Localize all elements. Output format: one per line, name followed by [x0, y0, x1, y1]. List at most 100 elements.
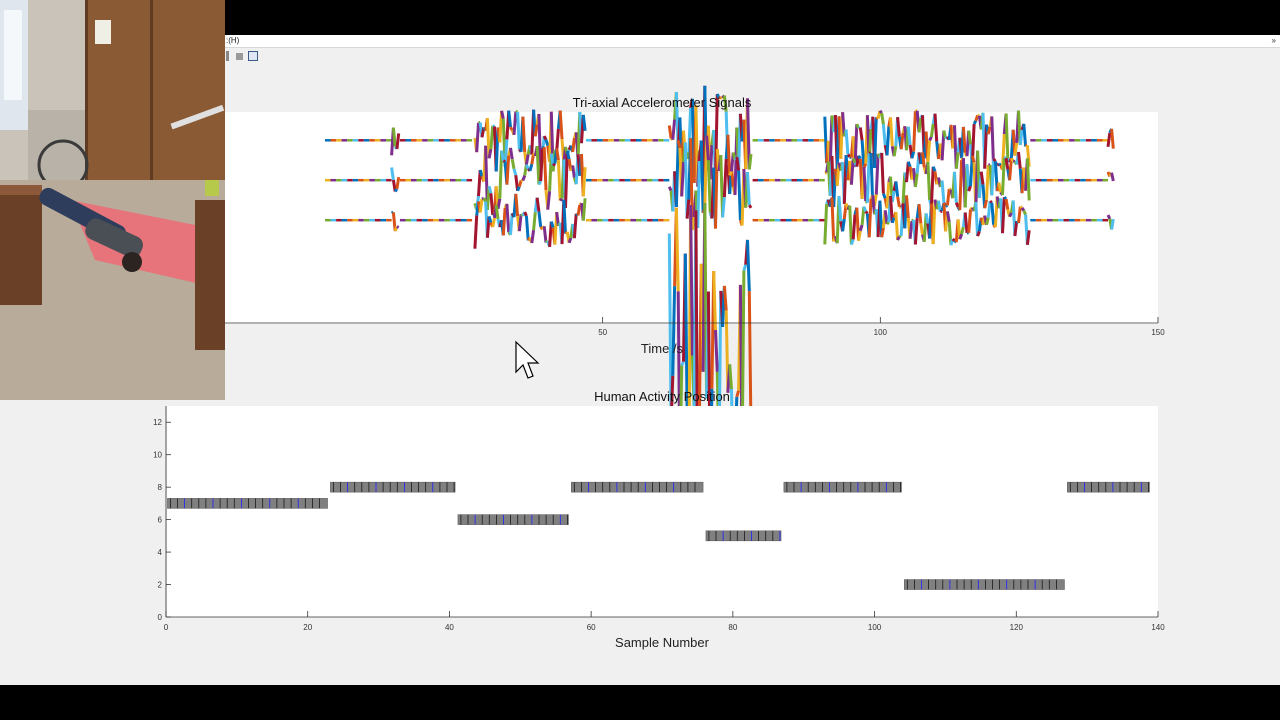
accelerometer-series-y-segment	[565, 150, 571, 160]
accelerometer-series-z-segment	[478, 198, 484, 213]
accelerometer-series-z-segment	[1020, 206, 1026, 212]
accelerometer-series-z-segment	[960, 226, 965, 235]
accelerometer-series-x-segment	[974, 114, 980, 122]
accelerometer-series-x-segment	[500, 110, 505, 120]
accelerometer-series-y-segment	[1025, 158, 1031, 201]
accelerometer-series-x-segment	[715, 93, 721, 99]
accelerometer-series-z-segment	[917, 204, 923, 224]
activity-x-tick-label: 80	[728, 623, 737, 632]
accelerometer-series-y-segment	[546, 191, 552, 210]
accelerometer-series-x-segment	[720, 95, 724, 100]
accelerometer-series-y-segment	[498, 150, 504, 199]
accelerometer-series-z-segment	[1025, 230, 1031, 245]
accelerometer-series-y-segment	[393, 188, 399, 193]
activity-x-tick-label: 120	[1010, 623, 1024, 632]
activity-level-segment	[783, 481, 902, 493]
accelerometer-series-z-segment	[567, 237, 573, 244]
accelerometer-series-z-segment	[862, 206, 868, 212]
activity-level-bar	[1067, 481, 1150, 493]
accelerometer-series-x-segment	[512, 111, 518, 136]
accelerometer-series-z-segment	[481, 196, 485, 201]
activity-y-tick-label: 8	[158, 483, 163, 492]
accelerometer-series-y-segment	[958, 160, 964, 211]
accelerometer-series-y-segment	[706, 160, 712, 213]
accelerometer-series-x-segment	[967, 130, 972, 145]
activity-x-tick-label: 0	[164, 623, 169, 632]
menu-bar: :(H) »	[0, 35, 1280, 48]
figure-canvas: 50 100 150 Tri-axial Accelerometer Signals…	[153, 85, 1165, 650]
accelerometer-series-y-segment	[517, 179, 523, 188]
accelerometer-series-y-segment	[487, 185, 493, 194]
accelerometer-series-x-segment	[571, 137, 576, 153]
accelerometer-series-y-segment	[945, 188, 951, 206]
accelerometer-series-x-segment	[873, 117, 878, 169]
accelerometer-series-y-segment	[970, 155, 976, 163]
accelerometer-series-x-segment	[487, 148, 493, 159]
accelerometer-series-y-segment	[705, 135, 710, 161]
accelerometer-series-x-segment	[1022, 123, 1028, 147]
accelerometer-series-x-segment	[708, 144, 714, 180]
accelerometer-series-z-segment	[986, 201, 992, 218]
accelerometer-series-z-segment	[487, 215, 493, 224]
accelerometer-series-y-segment	[890, 190, 896, 202]
accelerometer-series-x-segment	[860, 140, 866, 169]
mouse-cursor-icon	[515, 340, 540, 379]
accelerometer-series-z-segment	[735, 390, 741, 398]
accelerometer-series-x-segment	[954, 152, 960, 169]
activity-level-bar	[783, 481, 902, 493]
accelerometer-series-z-segment	[576, 204, 582, 216]
accelerometer-series-y-segment	[581, 167, 587, 197]
figure-icon[interactable]	[248, 51, 258, 61]
accelerometer-series-x-segment	[509, 126, 514, 131]
accelerometer-series-x-segment	[917, 117, 923, 133]
accelerometer-series-z-segment	[562, 199, 567, 234]
accelerometer-plot: 50 100 150 Tri-axial Accelerometer Signals…	[225, 85, 1165, 500]
accelerometer-series-y-segment	[489, 193, 495, 216]
accelerometer-series-z-segment	[890, 217, 896, 224]
accelerometer-series-z-segment	[939, 209, 943, 214]
accelerometer-series-y-segment	[551, 162, 557, 167]
accelerometer-series-y-segment	[737, 170, 742, 221]
accelerometer-series-z-segment	[680, 361, 685, 367]
accelerometer-series-y-segment	[528, 163, 534, 172]
accelerometer-series-y-segment	[898, 205, 902, 209]
webcam-scene-illustration	[0, 0, 225, 400]
accelerometer-series-y-segment	[862, 167, 868, 201]
accelerometer-series-x-segment	[844, 129, 850, 155]
accelerometer-series-y-segment	[549, 153, 555, 166]
help-menu-item[interactable]: :(H)	[226, 36, 240, 45]
accelerometer-series-x-segment	[896, 116, 901, 137]
accelerometer-series-z-segment	[851, 214, 857, 240]
accelerometer-series-x-segment	[1110, 128, 1115, 149]
activity-y-tick-label: 6	[158, 516, 163, 525]
accelerometer-series-y-segment	[535, 146, 541, 185]
accelerometer-series-y-segment	[555, 148, 560, 161]
accelerometer-series-z-segment	[898, 234, 902, 238]
activity-y-tick-label: 4	[158, 548, 163, 557]
zoom-icon[interactable]	[226, 51, 229, 61]
accelerometer-series-z-segment	[501, 207, 507, 236]
activity-y-tick-label: 0	[158, 613, 163, 622]
accelerometer-series-z-segment	[894, 212, 900, 241]
accelerometer-series-z-segment	[712, 271, 717, 331]
accelerometer-series-y-segment	[985, 164, 990, 200]
accelerometer-x-tick-label: 150	[1151, 328, 1165, 337]
accelerometer-x-tick-label: 50	[598, 328, 607, 337]
accelerometer-series-z-segment	[848, 205, 853, 245]
menu-expander-icon[interactable]: »	[1271, 36, 1276, 45]
activity-level-segment	[705, 530, 782, 542]
accelerometer-series-z-segment	[742, 264, 748, 271]
accelerometer-series-y-segment	[948, 187, 952, 191]
accelerometer-series-z-segment	[535, 197, 541, 212]
accelerometer-series-y-segment	[913, 173, 919, 188]
accelerometer-series-z-segment	[849, 238, 855, 246]
accelerometer-series-x-segment	[544, 139, 550, 147]
accelerometer-series-y-segment	[556, 160, 562, 201]
activity-level-bar	[457, 514, 569, 525]
accelerometer-series-y-segment	[674, 140, 680, 208]
accelerometer-series-z-segment	[883, 210, 889, 225]
accelerometer-series-y-segment	[940, 180, 946, 204]
pan-icon[interactable]	[236, 53, 243, 60]
accelerometer-series-x-segment	[533, 124, 539, 137]
accelerometer-series-x-segment	[558, 110, 564, 140]
